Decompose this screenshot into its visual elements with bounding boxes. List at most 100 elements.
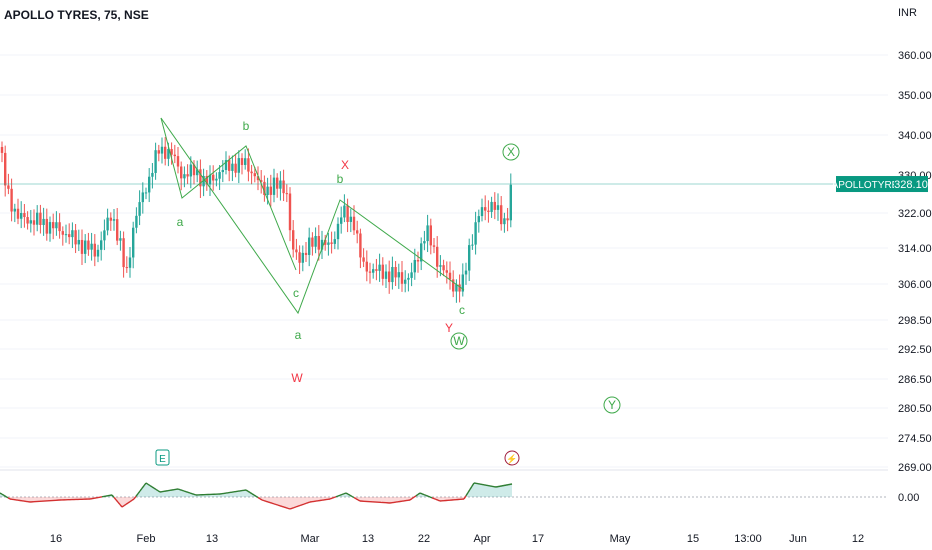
candle-body — [452, 279, 455, 292]
oscillator-line — [145, 482, 149, 485]
oscillator-fill — [232, 491, 234, 497]
candle-body — [164, 146, 167, 159]
candle-body — [160, 146, 164, 154]
oscillator-line — [131, 498, 135, 501]
oscillator-fill — [444, 497, 446, 501]
dividend-marker-text: ⚡ — [506, 453, 517, 465]
candle-body — [397, 272, 400, 278]
y-tick-label: 280.50 — [898, 403, 932, 415]
wave-label: W — [453, 334, 465, 348]
oscillator-fill — [224, 493, 226, 497]
oscillator-fill — [374, 497, 376, 503]
oscillator-line — [279, 505, 283, 508]
oscillator-fill — [296, 497, 298, 507]
oscillator-fill — [376, 497, 378, 503]
candle-body — [148, 176, 151, 193]
candle-body — [192, 164, 196, 176]
oscillator-line — [3, 494, 7, 498]
candle-body — [324, 239, 327, 245]
oscillator-line — [281, 505, 285, 508]
oscillator-line — [265, 500, 269, 503]
candle-body — [109, 217, 112, 221]
candle-body — [250, 171, 253, 174]
candle-body — [282, 180, 285, 194]
oscillator-fill — [380, 497, 382, 503]
candle-body — [509, 184, 512, 221]
oscillator-fill — [386, 497, 388, 503]
x-tick-label: 17 — [532, 533, 544, 545]
candle-body — [13, 208, 16, 212]
oscillator-fill — [360, 497, 362, 502]
oscillator-line — [285, 507, 289, 510]
oscillator-line — [125, 502, 129, 505]
oscillator-line — [111, 494, 115, 498]
wave-label: b — [337, 172, 344, 186]
oscillator-line — [0, 492, 3, 495]
candle-body — [132, 227, 135, 258]
candle-body — [388, 271, 391, 283]
candle-body — [176, 156, 180, 167]
oscillator-fill — [234, 491, 236, 497]
candle-body — [151, 172, 154, 177]
candle-body — [36, 212, 39, 225]
oscillator-fill — [366, 497, 368, 502]
oscillator-line — [117, 501, 121, 506]
oscillator-line — [431, 497, 435, 500]
oscillator-line — [271, 502, 275, 505]
oscillator-line — [141, 485, 145, 489]
oscillator-fill — [122, 497, 124, 507]
oscillator-line — [343, 492, 347, 495]
candle-body — [368, 271, 372, 273]
candle-body — [263, 181, 266, 195]
oscillator-fill — [282, 497, 284, 508]
oscillator-fill — [378, 497, 380, 503]
y-tick-label: 298.50 — [898, 315, 932, 327]
candle-body — [189, 164, 192, 177]
oscillator-line — [437, 499, 441, 502]
y-tick-label: 340.00 — [898, 130, 932, 142]
wave-label: X — [341, 158, 349, 172]
candle-body — [186, 174, 189, 177]
oscillator-fill — [302, 497, 304, 505]
oscillator-line — [349, 494, 353, 498]
wave-line-2 — [160, 117, 465, 315]
candle-body — [327, 242, 330, 245]
oscillator-line — [283, 506, 287, 509]
oscillator-line — [293, 506, 297, 509]
oscillator-fill — [398, 497, 400, 502]
candle-body — [84, 240, 87, 254]
candle-body — [87, 240, 90, 250]
oscillator-line — [295, 505, 299, 508]
ticker-badge-text: APOLLOTYRE — [832, 180, 899, 191]
oscillator-fill — [480, 484, 482, 497]
oscillator-line — [253, 494, 257, 497]
oscillator-line — [329, 497, 333, 500]
oscillator-fill — [364, 497, 366, 502]
candle-body — [218, 172, 221, 179]
oscillator-fill — [266, 497, 268, 502]
candle-body — [298, 252, 301, 263]
ticker-badge — [836, 176, 894, 193]
oscillator-fill — [184, 491, 186, 497]
oscillator-line — [277, 504, 281, 507]
candle-body — [128, 257, 132, 268]
candle-body — [247, 158, 250, 172]
oscillator-fill — [276, 497, 278, 506]
oscillator-fill — [490, 485, 492, 497]
oscillator-line — [127, 501, 131, 504]
oscillator-fill — [156, 489, 158, 497]
oscillator-fill — [306, 497, 308, 504]
y-tick-label: 286.50 — [898, 374, 932, 386]
candle-body — [442, 265, 445, 271]
oscillator-line — [331, 496, 335, 499]
oscillator-fill — [290, 497, 292, 509]
y-tick-label: 322.00 — [898, 208, 932, 220]
candle-body — [400, 272, 404, 284]
candle-body — [42, 218, 45, 225]
candle-body — [372, 269, 375, 273]
candle-body — [26, 217, 29, 224]
oscillator-fill — [368, 497, 370, 502]
oscillator-line — [347, 493, 351, 496]
candle-body — [231, 163, 234, 171]
